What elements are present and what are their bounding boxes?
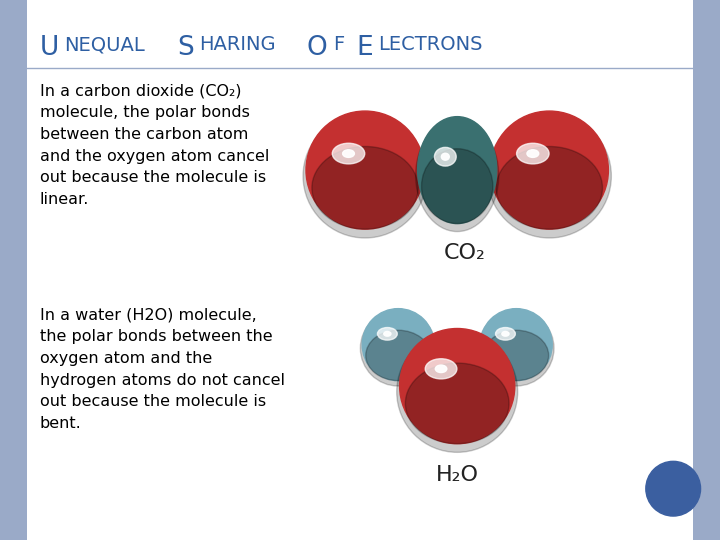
Ellipse shape (487, 114, 611, 238)
Ellipse shape (646, 461, 701, 516)
Ellipse shape (478, 310, 554, 386)
Ellipse shape (343, 150, 354, 157)
Text: HARING: HARING (199, 35, 276, 54)
Text: H₂O: H₂O (436, 465, 479, 485)
Ellipse shape (484, 330, 549, 381)
Text: O: O (307, 35, 327, 61)
Text: F: F (333, 35, 344, 54)
Text: In a water (H2O) molecule,
the polar bonds between the
oxygen atom and the
hydro: In a water (H2O) molecule, the polar bon… (40, 308, 284, 431)
Ellipse shape (332, 143, 365, 164)
Text: E: E (356, 35, 373, 61)
Ellipse shape (502, 332, 509, 336)
Text: NEQUAL: NEQUAL (64, 35, 145, 54)
Ellipse shape (436, 365, 447, 373)
Text: CO₂: CO₂ (444, 242, 485, 262)
Ellipse shape (303, 114, 427, 238)
Ellipse shape (306, 111, 424, 229)
Ellipse shape (405, 363, 509, 444)
Ellipse shape (426, 359, 457, 379)
Text: LECTRONS: LECTRONS (378, 35, 482, 54)
Text: U: U (40, 35, 59, 61)
Ellipse shape (441, 153, 449, 160)
Text: In a carbon dioxide (CO₂)
molecule, the polar bonds
between the carbon atom
and : In a carbon dioxide (CO₂) molecule, the … (40, 84, 269, 207)
Ellipse shape (362, 309, 434, 381)
Ellipse shape (377, 328, 397, 340)
Ellipse shape (495, 328, 516, 340)
Ellipse shape (480, 309, 552, 381)
Text: S: S (177, 35, 194, 61)
Text: O: O (307, 35, 327, 61)
FancyBboxPatch shape (693, 0, 720, 540)
Ellipse shape (490, 111, 608, 229)
Text: NEQUAL: NEQUAL (64, 35, 145, 54)
Text: HARING: HARING (199, 35, 276, 54)
Ellipse shape (366, 330, 431, 381)
Ellipse shape (397, 332, 518, 453)
Ellipse shape (434, 147, 456, 166)
Text: F: F (333, 35, 344, 54)
Ellipse shape (415, 119, 499, 232)
Ellipse shape (400, 328, 515, 444)
Ellipse shape (312, 146, 418, 229)
Ellipse shape (527, 150, 539, 157)
Ellipse shape (418, 117, 497, 224)
Ellipse shape (516, 143, 549, 164)
Text: E: E (356, 35, 373, 61)
Text: U: U (40, 35, 59, 61)
FancyBboxPatch shape (0, 0, 27, 540)
Text: S: S (177, 35, 194, 61)
Text: LECTRONS: LECTRONS (378, 35, 482, 54)
Ellipse shape (361, 310, 436, 386)
Ellipse shape (384, 332, 391, 336)
Ellipse shape (496, 146, 603, 229)
Ellipse shape (421, 148, 492, 224)
